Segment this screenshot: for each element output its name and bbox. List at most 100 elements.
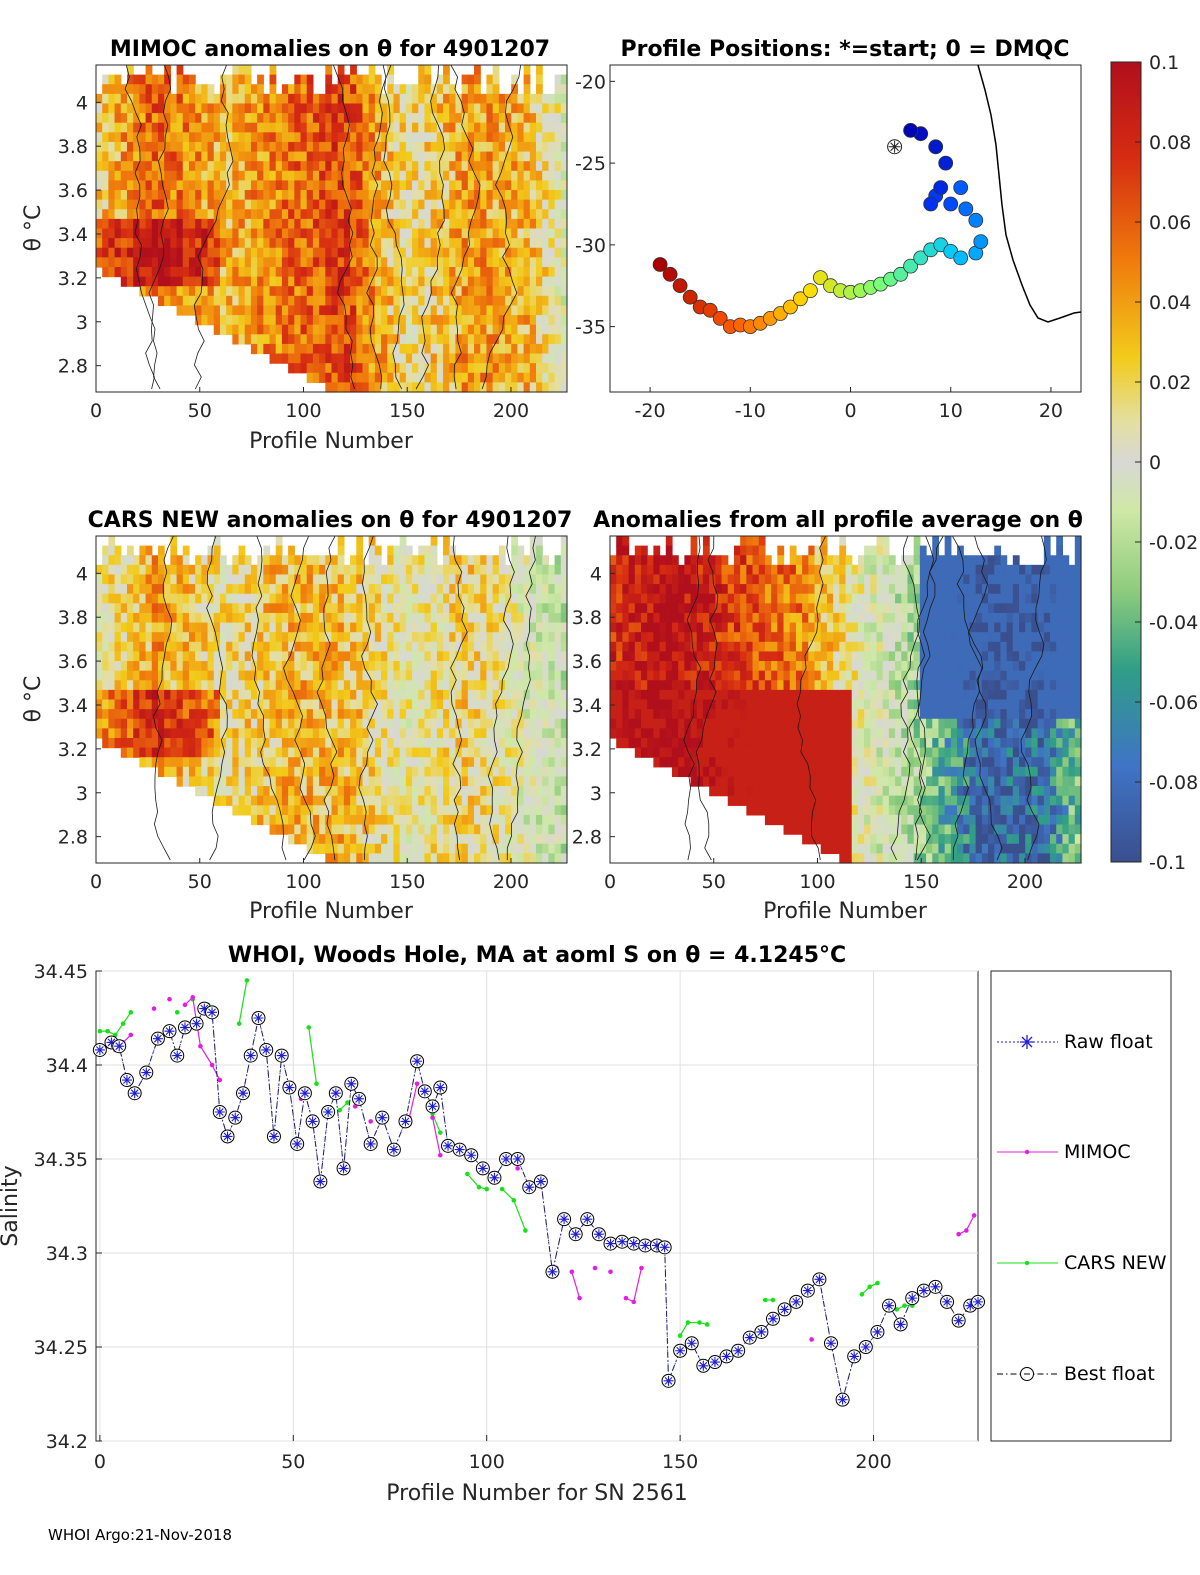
heatmap-cell <box>182 670 190 681</box>
heatmap-cell <box>480 141 488 153</box>
heatmap-cell <box>412 593 419 604</box>
heatmap-cell <box>188 228 196 239</box>
heatmap-cell <box>312 295 320 307</box>
heatmap-cell <box>331 151 339 162</box>
heatmap-cell <box>201 612 209 624</box>
heatmap-cell <box>399 190 407 201</box>
x-tick-label: 10 <box>939 400 963 422</box>
heatmap-cell <box>671 555 679 566</box>
heatmap-cell <box>275 776 283 787</box>
heatmap-cell <box>201 555 209 566</box>
heatmap-cell <box>536 276 543 287</box>
heatmap-cell <box>505 603 512 614</box>
heatmap-cell <box>529 295 537 307</box>
heatmap-cell <box>387 824 395 835</box>
heatmap-cell <box>418 766 426 778</box>
heatmap-cell <box>684 564 692 576</box>
heatmap-cell <box>405 372 413 383</box>
heatmap-cell <box>542 151 550 162</box>
heatmap-cell <box>157 718 165 729</box>
heatmap-cell <box>164 161 171 172</box>
heatmap-cell <box>219 122 227 133</box>
heatmap-cell <box>671 564 679 576</box>
heatmap-cell <box>232 593 240 604</box>
heatmap-cell <box>164 74 171 85</box>
heatmap-cell <box>393 670 401 681</box>
heatmap-cell <box>405 132 413 143</box>
heatmap-cell <box>356 113 364 124</box>
heatmap-cell <box>281 680 289 691</box>
heatmap-cell <box>412 709 419 720</box>
heatmap-cell <box>275 113 283 124</box>
heatmap-cell <box>436 151 444 162</box>
heatmap-cell <box>523 161 531 172</box>
heatmap-cell <box>145 276 153 287</box>
heatmap-cell <box>201 209 209 220</box>
heatmap-cell <box>176 603 184 614</box>
heatmap-cell <box>151 170 159 182</box>
heatmap-cell <box>139 247 147 258</box>
heatmap-cell <box>114 257 122 268</box>
heatmap-cell <box>288 122 295 133</box>
heatmap-cell <box>374 199 382 210</box>
heatmap-cell <box>281 353 289 364</box>
heatmap-cell <box>461 372 469 383</box>
heatmap-cell <box>461 228 469 239</box>
heatmap-cell <box>331 814 339 826</box>
heatmap-cell <box>418 132 426 143</box>
heatmap-cell <box>443 757 450 768</box>
heatmap-cell <box>461 574 469 585</box>
heatmap-cell <box>312 353 320 364</box>
heatmap-cell <box>449 593 457 604</box>
heatmap-cell <box>393 132 401 143</box>
heatmap-cell <box>480 257 488 268</box>
heatmap-cell <box>443 853 450 864</box>
heatmap-cell <box>560 814 568 826</box>
heatmap-cell <box>343 343 351 355</box>
heatmap-cell <box>164 286 171 297</box>
heatmap-cell <box>350 353 357 364</box>
heatmap-cell <box>647 747 654 758</box>
heatmap-cell <box>517 161 525 172</box>
heatmap-cell <box>387 728 395 739</box>
heatmap-cell <box>195 84 202 95</box>
heatmap-cell <box>696 776 704 787</box>
heatmap-cell <box>126 151 134 162</box>
heatmap-cell <box>170 757 178 768</box>
heatmap-cell <box>461 190 469 201</box>
heatmap-cell <box>374 843 382 854</box>
heatmap-cell <box>405 632 413 643</box>
heatmap-cell <box>350 132 357 143</box>
heatmap-cell <box>176 776 184 787</box>
heatmap-cell <box>337 382 345 393</box>
heatmap-cell <box>319 651 326 662</box>
heatmap-cell <box>331 372 339 383</box>
heatmap-cell <box>387 603 395 614</box>
heatmap-cell <box>257 151 264 162</box>
heatmap-cell <box>461 113 469 124</box>
heatmap-cell <box>362 353 370 364</box>
heatmap-cell <box>325 651 333 662</box>
heatmap-cell <box>226 228 233 239</box>
heatmap-cell <box>232 584 240 595</box>
heatmap-cell <box>387 776 395 787</box>
heatmap-cell <box>536 786 543 797</box>
heatmap-cell <box>176 651 184 662</box>
heatmap-cell <box>418 776 426 787</box>
heatmap-cell <box>436 257 444 268</box>
heatmap-cell <box>684 574 692 585</box>
heatmap-cell <box>102 103 109 114</box>
heatmap-cell <box>133 728 140 739</box>
heatmap-cell <box>188 651 196 662</box>
heatmap-cell <box>319 324 326 335</box>
heatmap-cell <box>269 257 277 268</box>
heatmap-cell <box>492 132 500 143</box>
heatmap-cell <box>517 286 525 297</box>
heatmap-cell <box>430 113 438 124</box>
heatmap-cell <box>102 74 109 85</box>
heatmap-cell <box>498 238 506 249</box>
heatmap-cell <box>449 132 457 143</box>
heatmap-cell <box>467 728 475 739</box>
heatmap-cell <box>207 266 215 278</box>
heatmap-cell <box>139 228 147 239</box>
